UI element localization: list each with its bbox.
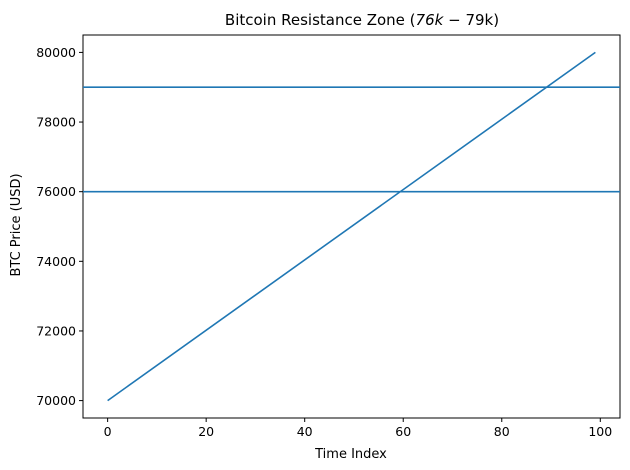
y-tick-label: 76000 <box>36 184 76 199</box>
y-tick-label: 70000 <box>36 393 76 408</box>
chart-title-part4: 79k) <box>465 11 499 29</box>
x-tick-label: 20 <box>198 424 214 439</box>
x-tick-label: 100 <box>588 424 612 439</box>
x-axis-label: Time Index <box>314 447 387 462</box>
y-tick-label: 72000 <box>36 323 76 338</box>
x-tick-label: 40 <box>297 424 313 439</box>
chart-marks <box>83 51 620 402</box>
axis-ticks: 0 20 40 60 80 100 70000 72000 74000 76000 78000 800… <box>36 45 612 439</box>
chart-title: Bitcoin Resistance Zone (76k − 79k) <box>225 11 499 29</box>
x-tick-label: 0 <box>104 424 112 439</box>
price-series-line-1 <box>107 51 596 402</box>
chart-title-part3: − <box>443 11 465 29</box>
y-tick-label: 80000 <box>36 45 76 60</box>
x-tick-label: 60 <box>395 424 411 439</box>
x-tick-label: 80 <box>494 424 510 439</box>
y-tick-label: 78000 <box>36 115 76 130</box>
y-tick-label: 74000 <box>36 254 76 269</box>
chart-title-part1: Bitcoin Resistance Zone ( <box>225 11 416 29</box>
plot-frame <box>82 34 621 419</box>
chart-title-part2: 76k <box>416 11 445 29</box>
y-axis-label: BTC Price (USD) <box>9 173 24 276</box>
